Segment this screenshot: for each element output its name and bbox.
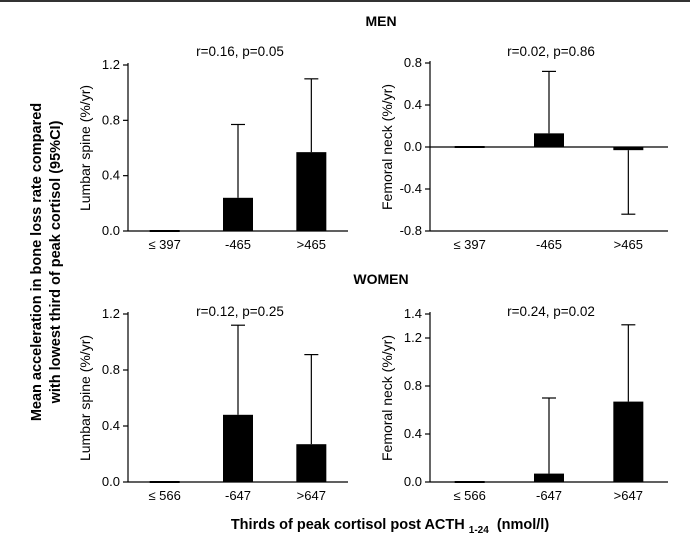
y-tick-label: 1.4 [404,306,422,321]
bar [534,473,564,482]
panel-annotation: r=0.24, p=0.02 [507,304,595,319]
y-tick-label: 0.4 [404,97,422,112]
top-border-line [0,0,690,2]
bar [534,133,564,147]
x-category-label: ≤ 397 [453,237,485,252]
y-tick-label: -0.4 [400,181,422,196]
y-tick-label: 0.8 [102,112,120,127]
x-category-label: -647 [536,488,562,503]
y-tick-label: 0.0 [404,139,422,154]
panel-annotation: r=0.16, p=0.05 [196,44,284,59]
x-category-label: -647 [225,488,251,503]
group-title-men: MEN [365,13,396,29]
x-category-label: -465 [225,237,251,252]
bar [296,152,327,231]
panel-women-lumbar-spine: 0.0 0.4 0.8 1.2 Lumbar spine (%/yr) r=0.12, p… [77,304,348,503]
panel-women-femoral-neck: 0.0 0.4 0.8 1.2 1.4 Femoral neck (%/yr) r=0.24… [379,304,668,503]
y-tick-label: 0.0 [102,223,120,238]
bar [613,401,644,482]
panel-men-femoral-neck: -0.8 -0.4 0.0 0.4 0.8 Femoral neck (%/yr) r=0.… [379,44,668,252]
global-y-label-line2: with lowest third of peak cortisol (95%C… [48,120,64,404]
global-y-label-line1: Mean acceleration in bone loss rate comp… [29,103,45,421]
bar [454,481,485,483]
panel-y-label: Femoral neck (%/yr) [379,84,395,210]
bar [223,414,253,482]
y-tick-label: 1.2 [102,306,120,321]
y-tick-label: 1.2 [102,57,120,72]
bar [454,146,485,148]
y-tick-label: 0.0 [102,474,120,489]
bar [149,230,180,232]
global-x-label-subscript: 1-24 [469,525,489,536]
group-title-women: WOMEN [353,271,408,287]
panel-men-lumbar-spine: 0.0 0.4 0.8 1.2 Lumbar spine (%/yr) r=0.16, p… [77,44,348,252]
bar [296,444,327,482]
bar [149,481,180,483]
panel-annotation: r=0.02, p=0.86 [507,44,595,59]
y-tick-label: 0.8 [404,378,422,393]
x-category-label: >465 [614,237,643,252]
global-x-label-unit: (nmol/l) [497,517,550,533]
y-tick-label: 1.2 [404,330,422,345]
global-x-label: Thirds of peak cortisol post ACTH 1-24 (… [231,517,550,537]
x-category-label: >647 [297,488,326,503]
y-tick-label: 0.4 [102,418,120,433]
x-category-label: -465 [536,237,562,252]
x-category-label: ≤ 566 [453,488,485,503]
x-category-label: ≤ 397 [148,237,180,252]
bar [613,147,644,151]
panel-y-label: Lumbar spine (%/yr) [77,85,93,211]
panel-annotation: r=0.12, p=0.25 [196,304,284,319]
x-category-label: >647 [614,488,643,503]
panel-y-label: Lumbar spine (%/yr) [77,335,93,461]
panel-y-label: Femoral neck (%/yr) [379,335,395,461]
global-x-label-main: Thirds of peak cortisol post ACTH [231,517,465,533]
x-category-label: ≤ 566 [148,488,180,503]
y-tick-label: -0.8 [400,223,422,238]
y-tick-label: 0.4 [102,168,120,183]
y-tick-label: 0.4 [404,426,422,441]
y-tick-label: 0.8 [404,55,422,70]
bar [223,197,253,231]
x-category-label: >465 [297,237,326,252]
y-tick-label: 0.8 [102,362,120,377]
y-tick-label: 0.0 [404,474,422,489]
